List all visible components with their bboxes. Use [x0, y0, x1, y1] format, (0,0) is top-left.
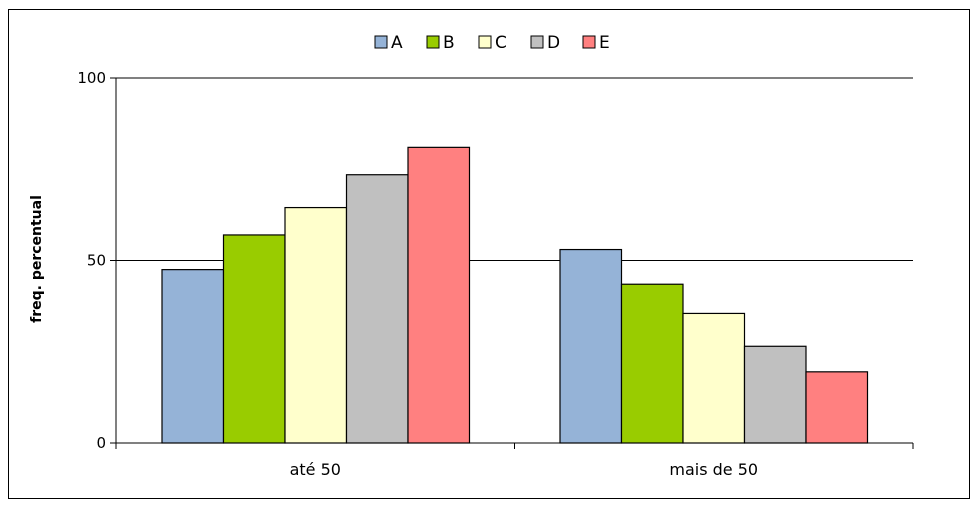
bar-d-1: [345, 174, 409, 444]
legend-swatch: [582, 35, 596, 49]
chart-frame: A B C D E 0 50 100 até 50 mais de 50 freq. perce…: [8, 9, 970, 499]
legend-swatch: [530, 35, 544, 49]
y-tick-label: 50: [87, 252, 106, 270]
legend-item-d: D: [530, 33, 560, 53]
gridlines: [116, 77, 913, 261]
x-tick-label: até 50: [290, 460, 341, 479]
legend-swatch: [478, 35, 492, 49]
bar-a-2: [559, 248, 623, 444]
bar-chart: A B C D E 0 50 100 até 50 mais de 50 freq. perce…: [29, 33, 914, 479]
y-tick-label: 100: [77, 69, 106, 87]
legend-swatch: [374, 35, 388, 49]
legend-label: E: [599, 33, 610, 53]
legend-item-c: C: [478, 33, 507, 53]
bar-c-2: [682, 312, 746, 444]
bar-d-2: [743, 345, 807, 444]
y-axis-label: freq. percentual: [29, 195, 45, 323]
bars: [161, 146, 869, 444]
legend-swatch: [426, 35, 440, 49]
bar-e-1: [407, 146, 471, 444]
bar-b-1: [222, 234, 286, 444]
x-tick-label: mais de 50: [669, 460, 758, 479]
legend-item-e: E: [582, 33, 610, 53]
legend-label: B: [443, 33, 455, 53]
legend-label: C: [495, 33, 507, 53]
legend-label: D: [547, 33, 560, 53]
legend-label: A: [391, 33, 403, 53]
bar-a-1: [161, 269, 225, 444]
legend-item-a: A: [374, 33, 403, 53]
legend: A B C D E: [374, 33, 610, 53]
ticks: 0 50 100 até 50 mais de 50: [77, 69, 914, 479]
bar-b-2: [620, 283, 684, 444]
bar-c-1: [284, 206, 348, 444]
legend-item-b: B: [426, 33, 455, 53]
y-tick-label: 0: [96, 434, 106, 452]
bar-e-2: [805, 371, 869, 444]
